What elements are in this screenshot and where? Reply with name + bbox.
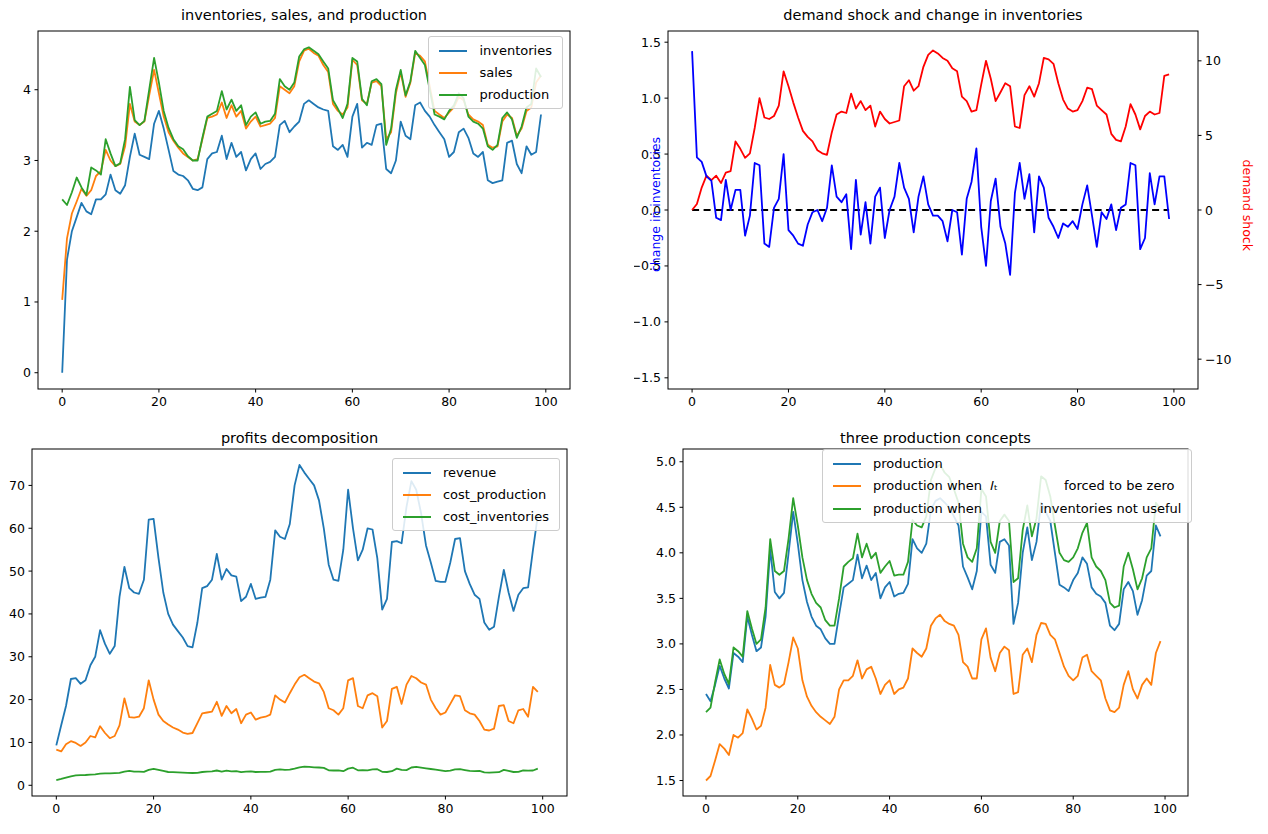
panel-inventories-sales-production: inventories, sales, and production 02040… xyxy=(0,0,634,417)
series-line-cost_production xyxy=(56,675,538,752)
y-tick-label: 4.5 xyxy=(656,500,676,515)
x-tick-label: 40 xyxy=(882,801,898,816)
right-y-tick-label: −5 xyxy=(1205,277,1223,292)
y-tick-label: 3 xyxy=(23,153,31,168)
right-y-tick-label: −10 xyxy=(1205,352,1231,367)
legend: revenue cost_production cost_inventories xyxy=(392,458,560,531)
y-tick-label: 20 xyxy=(9,692,25,707)
x-tick-label: 100 xyxy=(1153,801,1177,816)
legend-item: production when inventories not useful xyxy=(833,501,1181,516)
x-tick-label: 40 xyxy=(877,394,893,409)
legend-line-swatch xyxy=(439,72,467,74)
y-tick-label: 1.0 xyxy=(641,91,661,106)
legend-item: inventories xyxy=(439,43,552,58)
y-axis-label-change-in-inventories: change in inventories xyxy=(648,130,663,280)
x-tick-label: 0 xyxy=(702,801,710,816)
y-tick-label: 3.5 xyxy=(656,591,676,606)
series-line-inventories xyxy=(62,100,541,372)
y-tick-label: 3.0 xyxy=(656,636,676,651)
x-tick-label: 60 xyxy=(973,801,989,816)
legend-line-swatch xyxy=(403,494,431,496)
x-tick-label: 60 xyxy=(973,394,989,409)
legend-line-swatch xyxy=(439,50,467,52)
x-tick-label: 40 xyxy=(243,801,259,816)
y-tick-label: −1.5 xyxy=(634,370,661,385)
chart-canvas-demand-shock: 020406080100−1.5−1.0−0.50.00.51.01.5−10−… xyxy=(634,0,1268,417)
legend-label: inventories xyxy=(479,43,552,58)
x-tick-label: 60 xyxy=(344,394,360,409)
legend-item: production when 𝐼ₜ forced to be zero xyxy=(833,478,1181,494)
x-tick-label: 0 xyxy=(58,394,66,409)
x-tick-label: 100 xyxy=(534,394,558,409)
y-axis-label-demand-shock: demand shock xyxy=(1240,160,1255,250)
legend-label: cost_production xyxy=(443,487,546,502)
legend-line-swatch xyxy=(833,463,861,465)
legend-label: production xyxy=(873,456,943,471)
legend-item: cost_inventories xyxy=(403,509,549,524)
legend-line-swatch xyxy=(439,94,467,96)
x-tick-label: 0 xyxy=(52,801,60,816)
y-tick-label: 1.5 xyxy=(656,773,676,788)
y-tick-label: 60 xyxy=(9,521,25,536)
x-tick-label: 20 xyxy=(790,801,806,816)
y-tick-label: 2 xyxy=(23,224,31,239)
legend: inventories sales production xyxy=(428,36,563,109)
legend-item: revenue xyxy=(403,465,549,480)
legend-label: cost_inventories xyxy=(443,509,549,524)
x-tick-label: 80 xyxy=(441,394,457,409)
y-tick-label: 4 xyxy=(23,82,31,97)
y-tick-label: 50 xyxy=(9,564,25,579)
legend-label: production when inventories not useful xyxy=(873,501,1181,516)
legend-label: production when 𝐼ₜ forced to be zero xyxy=(873,478,1174,494)
y-tick-label: 0 xyxy=(17,778,25,793)
x-tick-label: 20 xyxy=(146,801,162,816)
right-y-tick-label: 0 xyxy=(1205,203,1213,218)
right-y-tick-label: 5 xyxy=(1205,128,1213,143)
legend-item: production xyxy=(833,456,1181,471)
series-line-change-in-inventories xyxy=(692,51,1169,275)
y-tick-label: 30 xyxy=(9,649,25,664)
y-tick-label: −1.0 xyxy=(634,314,661,329)
y-tick-label: 4.0 xyxy=(656,545,676,560)
x-tick-label: 100 xyxy=(1162,394,1186,409)
legend-label: sales xyxy=(479,65,512,80)
series-line-demand-shock xyxy=(692,50,1169,210)
right-y-tick-label: 10 xyxy=(1205,53,1221,68)
legend-item: sales xyxy=(439,65,552,80)
x-tick-label: 60 xyxy=(340,801,356,816)
legend-item: cost_production xyxy=(403,487,549,502)
x-tick-label: 80 xyxy=(1065,801,1081,816)
x-tick-label: 80 xyxy=(437,801,453,816)
x-tick-label: 80 xyxy=(1070,394,1086,409)
y-tick-label: 1 xyxy=(23,294,31,309)
x-tick-label: 20 xyxy=(781,394,797,409)
legend: production production when 𝐼ₜ forced to b… xyxy=(822,449,1192,523)
y-tick-label: 5.0 xyxy=(656,454,676,469)
y-tick-label: 40 xyxy=(9,606,25,621)
legend-line-swatch xyxy=(833,485,861,487)
panel-three-production-concepts: three production concepts 0204060801001.… xyxy=(634,417,1268,834)
y-tick-label: 70 xyxy=(9,478,25,493)
legend-label: production xyxy=(479,87,549,102)
series-line-cost_inventories xyxy=(56,767,538,780)
legend-line-swatch xyxy=(403,516,431,518)
y-tick-label: 2.5 xyxy=(656,682,676,697)
y-tick-label: 1.5 xyxy=(641,35,661,50)
legend-line-swatch xyxy=(833,508,861,510)
legend-line-swatch xyxy=(403,472,431,474)
y-tick-label: 2.0 xyxy=(656,727,676,742)
x-tick-label: 20 xyxy=(151,394,167,409)
panel-demand-shock-change-inventories: demand shock and change in inventories c… xyxy=(634,0,1268,417)
y-tick-label: 10 xyxy=(9,735,25,750)
figure: inventories, sales, and production 02040… xyxy=(0,0,1268,834)
legend-label: revenue xyxy=(443,465,496,480)
x-tick-label: 100 xyxy=(531,801,555,816)
x-tick-label: 40 xyxy=(248,394,264,409)
series-line-production_when_It_forced_to_be_zero xyxy=(706,615,1161,781)
y-tick-label: 0 xyxy=(23,365,31,380)
x-tick-label: 0 xyxy=(688,394,696,409)
legend-item: production xyxy=(439,87,552,102)
panel-profits-decomposition: profits decomposition 020406080100010203… xyxy=(0,417,634,834)
